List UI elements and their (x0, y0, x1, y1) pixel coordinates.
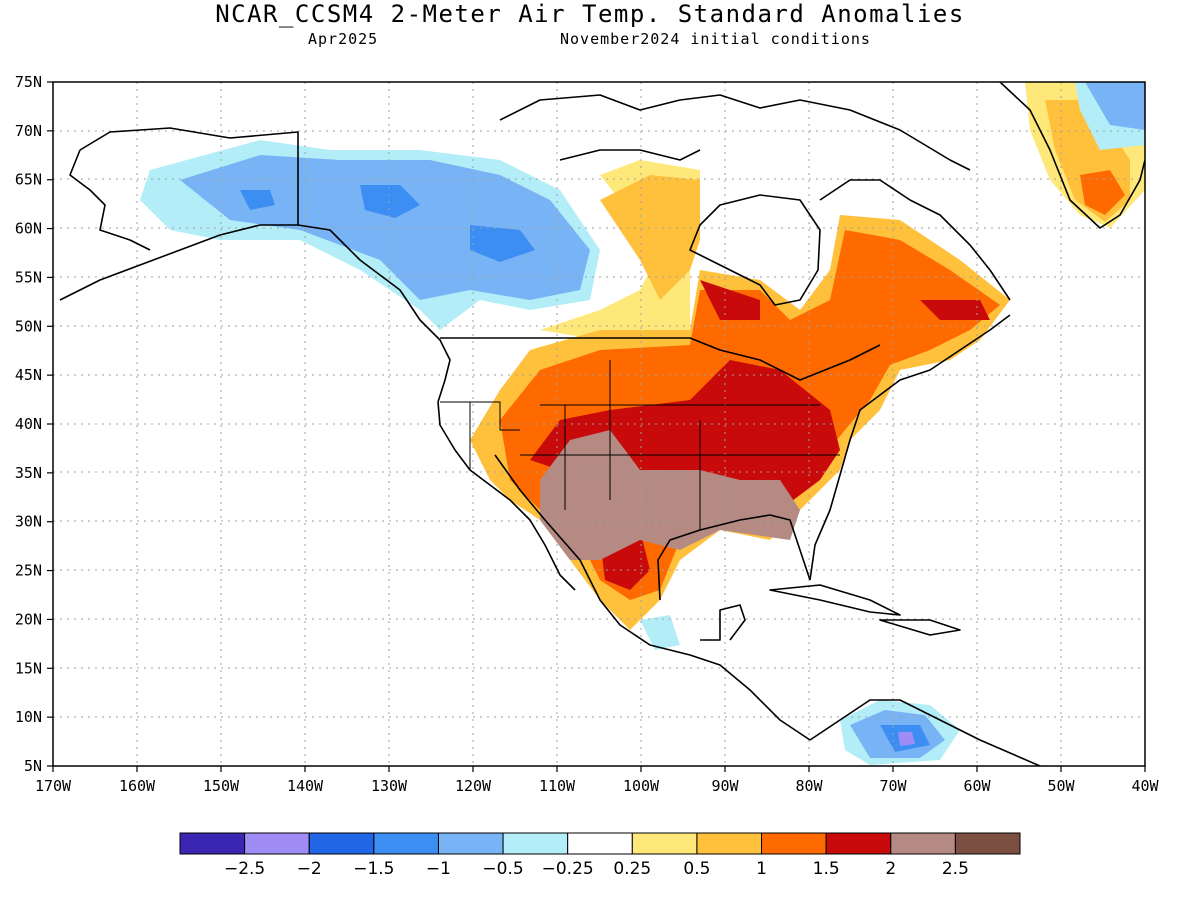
graticule (53, 82, 1145, 766)
colorbar-label: −0.25 (542, 859, 594, 879)
colorbar-label: −2.5 (224, 859, 265, 879)
lat-tick-label: 55N (15, 268, 42, 286)
lat-tick-label: 75N (15, 73, 42, 91)
lon-tick-label: 120W (455, 777, 492, 795)
lon-tick-label: 150W (203, 777, 240, 795)
map-title: NCAR_CCSM4 2-Meter Air Temp. Standard An… (215, 0, 965, 28)
colorbar-swatch (373, 832, 439, 855)
colorbar-label: 0.5 (683, 859, 710, 879)
colorbar-swatch (308, 832, 375, 855)
lon-tick-label: 80W (795, 777, 823, 795)
lat-tick-label: 30N (15, 513, 42, 531)
initial-conditions: November2024 initial conditions (560, 30, 871, 48)
colorbar-swatch (825, 832, 892, 855)
lat-tick-label: 45N (15, 366, 42, 384)
colorbar: −2.5 −2 −1.5 −1 −0.5 −0.25 0.25 0.5 1 1.5 2 2.5 (179, 832, 1021, 879)
lon-tick-label: 100W (623, 777, 660, 795)
lat-tick-label: 65N (15, 171, 42, 189)
lat-tick-label: 20N (15, 610, 42, 628)
lat-tick-label: 15N (15, 659, 42, 677)
lat-tick-label: 50N (15, 317, 42, 335)
valid-month: Apr2025 (308, 30, 379, 48)
colorbar-label: 1.5 (813, 859, 840, 879)
lon-tick-label: 90W (711, 777, 739, 795)
lat-tick-label: 60N (15, 220, 42, 238)
lat-tick-label: 10N (15, 708, 42, 726)
colorbar-swatch (502, 832, 569, 855)
lon-tick-label: 140W (287, 777, 324, 795)
borders (297, 132, 840, 530)
lat-tick-label: 35N (15, 464, 42, 482)
colorbar-label: −0.5 (482, 859, 523, 879)
colorbar-label: −1.5 (353, 859, 394, 879)
colorbar-swatch (631, 832, 698, 855)
lon-tick-label: 110W (539, 777, 576, 795)
colorbar-swatch (179, 832, 246, 855)
lat-tick-label: 25N (15, 562, 42, 580)
colorbar-label: 1 (756, 859, 767, 879)
colorbar-swatch (890, 832, 956, 855)
map-plot-area (53, 82, 1145, 766)
lon-tick-label: 70W (879, 777, 907, 795)
colorbar-label: −1 (426, 859, 451, 879)
lat-tick-label: 5N (24, 757, 42, 775)
lon-tick-label: 170W (35, 777, 72, 795)
colorbar-swatch (244, 832, 310, 855)
lon-tick-label: 40W (1131, 777, 1159, 795)
colorbar-swatch (437, 832, 504, 855)
lat-tick-label: 70N (15, 122, 42, 140)
colorbar-swatch (567, 832, 633, 855)
lon-tick-label: 50W (1047, 777, 1075, 795)
colorbar-swatch (696, 832, 763, 855)
coastlines (59, 82, 1145, 766)
longitude-axis: 170W 160W 150W 140W 130W 120W 110W 100W 90W 80W 70… (35, 766, 1160, 795)
lon-tick-label: 160W (119, 777, 156, 795)
colorbar-label: 2 (885, 859, 896, 879)
colorbar-swatch (761, 832, 827, 855)
colorbar-label: −2 (297, 859, 322, 879)
colorbar-label: 2.5 (942, 859, 969, 879)
lon-tick-label: 60W (963, 777, 991, 795)
lon-tick-label: 130W (371, 777, 408, 795)
latitude-axis: 5N 10N 15N 20N 25N 30N 35N 40N 45N 50N 55N 60N 65N 70… (15, 73, 53, 775)
lat-tick-label: 40N (15, 415, 42, 433)
colorbar-label: 0.25 (613, 859, 651, 879)
colorbar-swatch (954, 832, 1021, 855)
